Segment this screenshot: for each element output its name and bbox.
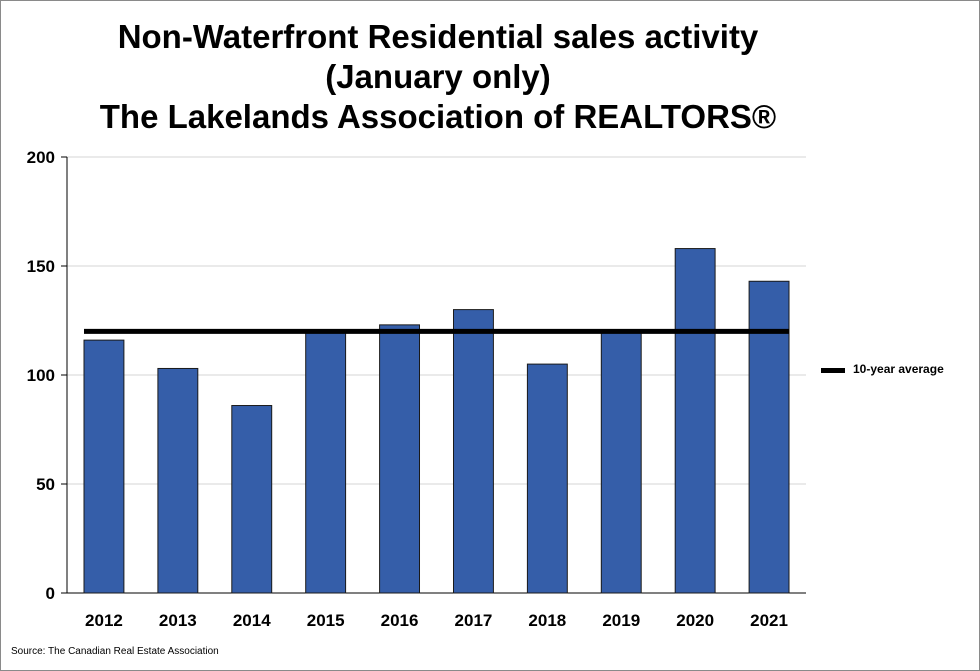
bar-2013 xyxy=(157,367,199,594)
y-tick-label: 200 xyxy=(27,148,55,167)
x-tick-label: 2017 xyxy=(455,611,493,630)
y-tick-label: 0 xyxy=(46,584,55,603)
x-tick-label: 2013 xyxy=(159,611,197,630)
x-tick-label: 2015 xyxy=(307,611,345,630)
x-tick-label: 2014 xyxy=(233,611,271,630)
y-tick-label: 150 xyxy=(27,257,55,276)
bar-2015 xyxy=(305,330,347,594)
legend-average-swatch xyxy=(821,368,845,373)
x-tick-label: 2016 xyxy=(381,611,419,630)
bar-2014 xyxy=(231,405,273,594)
source-note: Source: The Canadian Real Estate Associa… xyxy=(11,646,219,657)
chart-title-line-3: The Lakelands Association of REALTORS® xyxy=(99,98,777,135)
bar-2020 xyxy=(674,248,716,594)
x-tick-label: 2012 xyxy=(85,611,123,630)
x-tick-label: 2018 xyxy=(528,611,566,630)
x-tick-label: 2019 xyxy=(602,611,640,630)
bar-2018 xyxy=(526,363,568,594)
x-tick-label: 2021 xyxy=(750,611,788,630)
legend-average-label: 10-year average xyxy=(853,362,944,376)
bar-2019 xyxy=(600,330,642,594)
bar-2017 xyxy=(452,309,494,594)
y-tick-label: 50 xyxy=(36,475,55,494)
chart-title-line-1: Non-Waterfront Residential sales activit… xyxy=(117,18,759,55)
chart-title-line-2: (January only) xyxy=(325,58,551,95)
bar-2012 xyxy=(83,339,125,594)
bar-2016 xyxy=(379,324,421,594)
y-tick-label: 100 xyxy=(27,366,55,385)
bar-2021 xyxy=(748,280,790,594)
legend: 10-year average xyxy=(821,361,971,379)
x-tick-label: 2020 xyxy=(676,611,714,630)
